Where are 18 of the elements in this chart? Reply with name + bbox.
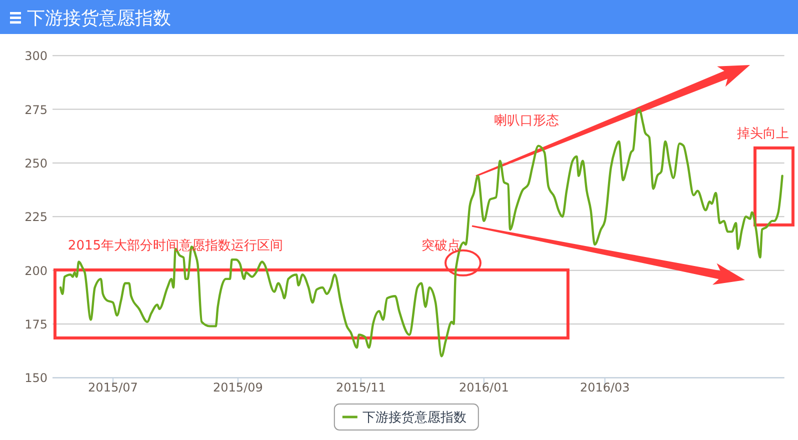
annotation: 掉头向上	[736, 126, 789, 142]
x-tick-label: 2015/11	[336, 380, 386, 395]
y-tick-label: 300	[24, 49, 48, 64]
y-tick-label: 200	[24, 264, 48, 278]
y-tick-label: 225	[24, 210, 48, 224]
y-tick-label: 250	[24, 156, 48, 170]
legend-label: 下游接货意愿指数	[362, 410, 466, 426]
annotation: 2015年大部分时间意愿指数运行区间	[68, 238, 284, 254]
x-tick-label: 2016/01	[458, 380, 509, 395]
annotation: 突破点	[421, 238, 460, 254]
chart-title: 下游接货意愿指数	[27, 8, 171, 29]
y-tick-label: 275	[24, 102, 48, 117]
x-tick-label: 2015/09	[213, 380, 263, 395]
annotation: 喇叭口形态	[494, 114, 559, 129]
x-tick-label: 2015/07	[88, 380, 138, 395]
x-tick-label: 2016/03	[580, 380, 630, 395]
y-tick-label: 175	[24, 318, 48, 332]
y-tick-label: 150	[24, 371, 48, 386]
